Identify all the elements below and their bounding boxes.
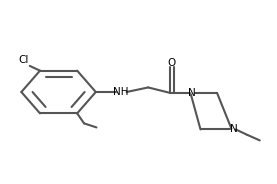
Text: Cl: Cl (18, 55, 29, 66)
Text: N: N (188, 88, 196, 98)
Text: O: O (168, 58, 176, 68)
Text: NH: NH (113, 87, 128, 97)
Text: N: N (230, 124, 237, 135)
